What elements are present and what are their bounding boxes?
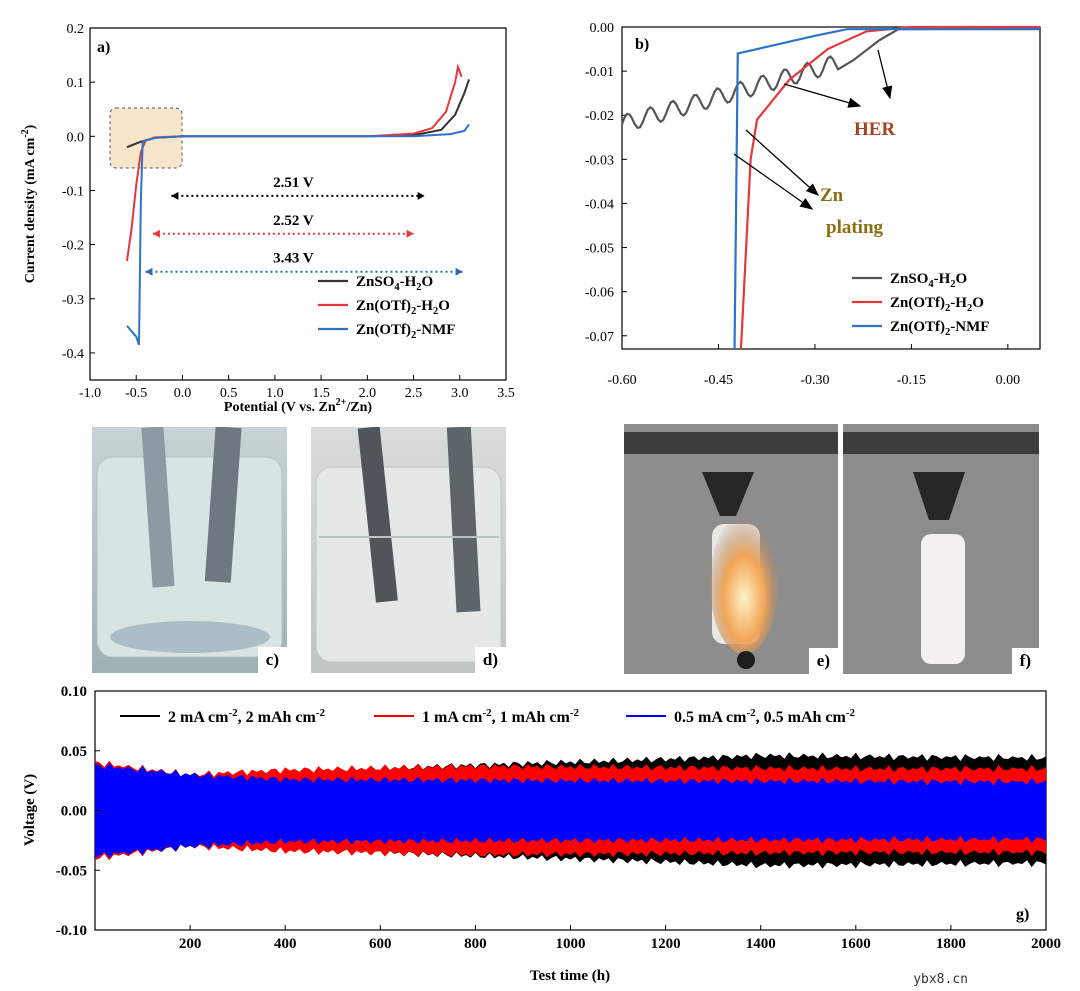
legend-label: Zn(OTf)2-NMF xyxy=(890,319,989,338)
legend-label: ZnSO4-H2O xyxy=(356,274,433,293)
window-arrow-right xyxy=(417,191,425,200)
x-tick-label: 1.5 xyxy=(312,386,330,401)
chart-g-ylabel: Voltage (V) xyxy=(22,774,38,846)
window-label: 2.52 V xyxy=(273,213,314,229)
beaker-d-image xyxy=(311,427,506,673)
y-tick-label: 0.2 xyxy=(67,22,85,37)
x-tick-label: -0.30 xyxy=(800,373,829,388)
x-tick-label: 1200 xyxy=(651,936,681,952)
y-tick-label: -0.10 xyxy=(56,923,87,939)
x-tick-label: -0.45 xyxy=(704,373,733,388)
chart-a-ylabel: Current density (mA cm-2) xyxy=(20,124,38,283)
legend-label: 1 mA cm-2, 1 mAh cm-2 xyxy=(422,707,579,726)
window-arrow-left xyxy=(171,191,179,200)
legend-label: 0.5 mA cm-2, 0.5 mAh cm-2 xyxy=(674,707,855,726)
y-tick-label: 0.00 xyxy=(590,21,615,36)
chart-g-xlabel: Test time (h) xyxy=(530,968,610,984)
y-tick-label: -0.4 xyxy=(62,347,84,362)
x-tick-label: -0.60 xyxy=(607,373,636,388)
window-label: 2.51 V xyxy=(273,175,314,191)
photo-d: d) xyxy=(311,427,506,673)
legend-label: Zn(OTf)2-NMF xyxy=(356,322,455,341)
photo-e: e) xyxy=(624,424,838,674)
legend-label: Zn(OTf)2-H2O xyxy=(356,298,450,317)
y-tick-label: 0.00 xyxy=(61,804,87,820)
window-arrow-right xyxy=(455,267,463,276)
panel-label-g: g) xyxy=(1016,906,1029,923)
window-arrow-right xyxy=(406,229,414,238)
photo-f: f) xyxy=(843,424,1039,674)
window-arrow-left xyxy=(152,229,160,238)
x-tick-label: 0.5 xyxy=(220,386,238,401)
y-tick-label: -0.05 xyxy=(585,242,614,257)
chart-b-frame xyxy=(621,26,1041,350)
beaker-c-image xyxy=(92,427,287,673)
legend-label: ZnSO4-H2O xyxy=(890,271,967,290)
x-tick-label: 200 xyxy=(179,936,202,952)
photo-c-label: c) xyxy=(257,647,287,673)
x-tick-label: 1400 xyxy=(746,936,776,952)
chart-g: 200 400 600 800 1000 1200 1400 1600 1800 2000 0.10… xyxy=(22,684,1061,984)
y-tick-label: -0.01 xyxy=(585,65,614,80)
y-tick-label: -0.06 xyxy=(585,286,614,301)
x-tick-label: 400 xyxy=(274,936,297,952)
zoom-box xyxy=(109,107,183,169)
x-tick-label: 2000 xyxy=(1031,936,1061,952)
x-tick-label: 1.0 xyxy=(266,386,284,401)
x-tick-label: -0.15 xyxy=(897,373,926,388)
y-tick-label: -0.07 xyxy=(585,330,614,345)
window-arrow-left xyxy=(145,267,153,276)
x-tick-label: 0.00 xyxy=(996,373,1021,388)
unburned-separator-image xyxy=(843,424,1039,674)
series-line xyxy=(733,27,1041,350)
y-tick-label: -0.04 xyxy=(585,197,614,212)
chart-a-frame xyxy=(89,27,507,381)
y-tick-label: -0.2 xyxy=(62,239,84,254)
y-tick-label: 0.1 xyxy=(67,76,85,91)
y-tick-label: 0.0 xyxy=(67,130,85,145)
y-tick-label: -0.02 xyxy=(585,109,614,124)
x-tick-label: 600 xyxy=(369,936,392,952)
chart-a-xlabel: Potential (V vs. Zn2+/Zn) xyxy=(224,397,372,415)
y-tick-label: 0.05 xyxy=(61,744,87,760)
x-tick-label: -1.0 xyxy=(79,386,101,401)
voltage-band xyxy=(95,762,1046,859)
y-tick-label: -0.05 xyxy=(56,863,87,879)
photo-f-label: f) xyxy=(1011,648,1039,674)
panel-label-a: a) xyxy=(97,39,110,56)
plating-annotation: plating xyxy=(826,217,884,238)
watermark: ybx8.cn xyxy=(913,972,968,987)
y-tick-label: 0.10 xyxy=(61,684,87,700)
x-tick-label: 0.0 xyxy=(174,386,192,401)
y-tick-label: -0.1 xyxy=(62,184,84,199)
photo-e-label: e) xyxy=(808,648,838,674)
photo-c: c) xyxy=(92,427,287,673)
x-tick-label: 800 xyxy=(464,936,487,952)
y-tick-label: -0.03 xyxy=(585,153,614,168)
series-line xyxy=(126,123,470,346)
x-tick-label: 3.0 xyxy=(451,386,469,401)
chart-b: -0.60 -0.45 -0.30 -0.15 0.00 0.00 -0.01 -0.02 -0… xyxy=(585,21,1041,388)
legend-label: Zn(OTf)2-H2O xyxy=(890,295,984,314)
burning-separator-image xyxy=(624,424,838,674)
legend-label: 2 mA cm-2, 2 mAh cm-2 xyxy=(168,707,325,726)
her-annotation: HER xyxy=(854,119,895,140)
window-label: 3.43 V xyxy=(273,251,314,267)
panel-label-b: b) xyxy=(635,36,649,53)
x-tick-label: 1600 xyxy=(841,936,871,952)
annotation-arrows xyxy=(733,49,893,210)
x-tick-label: 2.0 xyxy=(359,386,377,401)
chart-a: -1.0 -0.5 0.0 0.5 1.0 1.5 2.0 2.5 3.0 3.5 0.2 0.1 0.… xyxy=(20,22,515,415)
x-tick-label: -0.5 xyxy=(125,386,147,401)
y-tick-label: -0.3 xyxy=(62,293,84,308)
x-tick-label: 3.5 xyxy=(497,386,515,401)
series-line xyxy=(739,25,1040,350)
photo-d-label: d) xyxy=(474,647,506,673)
x-tick-label: 2.5 xyxy=(405,386,423,401)
x-tick-label: 1800 xyxy=(936,936,966,952)
x-tick-label: 1000 xyxy=(556,936,586,952)
zn-annotation: Zn xyxy=(820,185,844,206)
